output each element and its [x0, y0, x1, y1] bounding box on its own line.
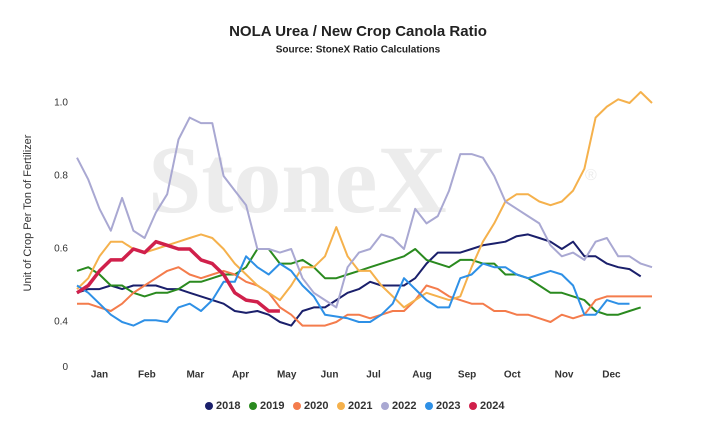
y-tick-label: 0.8	[54, 171, 68, 182]
x-tick-label: Nov	[555, 370, 574, 381]
y-axis-label: Unit of Crop Per Ton of Fertilizer	[22, 134, 34, 291]
y-tick-label: 0.4	[54, 317, 68, 328]
x-tick-label: Mar	[186, 370, 204, 381]
legend-label: 2024	[480, 400, 505, 412]
legend-label: 2022	[392, 400, 416, 412]
legend-marker	[205, 402, 213, 410]
chart-title: NOLA Urea / New Crop Canola Ratio	[229, 23, 487, 40]
legend-label: 2021	[348, 400, 372, 412]
legend-label: 2023	[436, 400, 460, 412]
legend-marker	[469, 402, 477, 410]
x-tick-label: Apr	[232, 370, 249, 381]
legend-marker	[293, 402, 301, 410]
x-tick-label: Oct	[504, 370, 521, 381]
x-tick-label: May	[277, 370, 297, 381]
y-tick-label: 0	[62, 362, 68, 373]
legend-label: 2020	[304, 400, 328, 412]
x-tick-label: Aug	[412, 370, 431, 381]
legend-marker	[381, 402, 389, 410]
x-tick-label: Jun	[321, 370, 339, 381]
x-tick-label: Jan	[91, 370, 108, 381]
y-tick-label: 0.6	[54, 244, 68, 255]
series-line	[76, 91, 653, 309]
series-line	[76, 233, 642, 327]
series-line	[76, 248, 642, 316]
legend-marker	[337, 402, 345, 410]
series-line	[76, 239, 280, 313]
x-tick-label: Dec	[602, 370, 621, 381]
watermark: StoneX	[148, 126, 447, 233]
legend-marker	[249, 402, 257, 410]
legend-label: 2019	[260, 400, 284, 412]
series-line	[76, 116, 653, 309]
watermark-mark: ®	[585, 167, 597, 184]
legend-label: 2018	[216, 400, 240, 412]
series-line	[77, 266, 652, 327]
x-tick-label: Sep	[458, 370, 476, 381]
y-tick-label: 1.0	[54, 98, 68, 109]
x-tick-label: Jul	[366, 370, 381, 381]
series-line	[76, 255, 630, 327]
chart-subtitle: Source: StoneX Ratio Calculations	[276, 45, 441, 56]
x-tick-label: Feb	[138, 370, 156, 381]
legend-marker	[425, 402, 433, 410]
